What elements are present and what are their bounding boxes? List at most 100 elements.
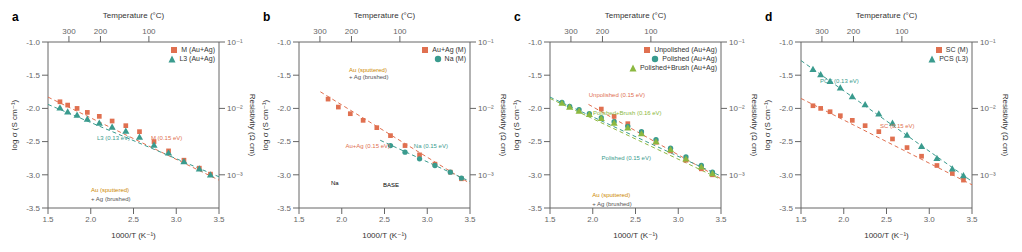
svg-text:-2.0: -2.0 [26, 104, 40, 113]
svg-text:Na: Na [331, 180, 339, 186]
svg-text:Au (sputtered): Au (sputtered) [349, 67, 387, 73]
svg-text:+ Ag (brushed): + Ag (brushed) [592, 201, 632, 207]
svg-text:2.5: 2.5 [128, 215, 140, 224]
svg-text:-1.5: -1.5 [528, 71, 542, 80]
svg-text:300: 300 [313, 27, 327, 36]
svg-text:Temperature (°C): Temperature (°C) [856, 11, 918, 20]
svg-text:-3.0: -3.0 [779, 171, 793, 180]
svg-text:10⁻³: 10⁻³ [980, 171, 996, 180]
svg-text:200: 200 [596, 27, 610, 36]
svg-text:M (0.15 eV): M (0.15 eV) [151, 135, 182, 141]
svg-text:Resistivity (Ω cm): Resistivity (Ω cm) [499, 94, 508, 157]
svg-text:-1.5: -1.5 [277, 71, 291, 80]
svg-text:log σ (S cm⁻¹): log σ (S cm⁻¹) [10, 99, 19, 150]
svg-text:-1.0: -1.0 [277, 38, 291, 47]
svg-text:-1.0: -1.0 [26, 38, 40, 47]
svg-text:PCS (0.13 eV): PCS (0.13 eV) [820, 78, 859, 84]
svg-text:3.5: 3.5 [464, 215, 476, 224]
svg-text:1.5: 1.5 [544, 215, 556, 224]
svg-text:Resistivity (Ω cm): Resistivity (Ω cm) [248, 94, 257, 157]
svg-text:2.5: 2.5 [881, 215, 893, 224]
svg-text:1.5: 1.5 [42, 215, 54, 224]
svg-text:100: 100 [142, 27, 156, 36]
svg-text:Resistivity (Ω cm): Resistivity (Ω cm) [750, 94, 759, 157]
svg-text:log σ (S cm⁻¹): log σ (S cm⁻¹) [512, 99, 521, 150]
svg-text:1000/T (K⁻¹): 1000/T (K⁻¹) [111, 231, 156, 240]
svg-text:Temperature (°C): Temperature (°C) [354, 11, 416, 20]
svg-text:BASE: BASE [383, 182, 399, 188]
svg-text:Unpolished (0.15 eV): Unpolished (0.15 eV) [589, 92, 645, 98]
svg-text:200: 200 [94, 27, 108, 36]
svg-text:-3.0: -3.0 [528, 171, 542, 180]
svg-text:300: 300 [815, 27, 829, 36]
svg-text:3.0: 3.0 [924, 215, 936, 224]
svg-text:Resistivity (Ω cm): Resistivity (Ω cm) [1001, 94, 1010, 157]
svg-text:2.0: 2.0 [336, 215, 348, 224]
svg-text:+ Ag (brushed): + Ag (brushed) [91, 196, 131, 202]
svg-text:-3.0: -3.0 [26, 171, 40, 180]
svg-text:2.0: 2.0 [587, 215, 599, 224]
svg-text:-3.5: -3.5 [26, 204, 40, 213]
svg-text:-3.5: -3.5 [779, 204, 793, 213]
svg-text:Au (sputtered): Au (sputtered) [592, 192, 630, 198]
svg-text:2.0: 2.0 [85, 215, 97, 224]
svg-text:3.0: 3.0 [673, 215, 685, 224]
svg-text:-2.5: -2.5 [277, 137, 291, 146]
svg-text:Au (sputtered): Au (sputtered) [91, 187, 129, 193]
svg-text:3.0: 3.0 [422, 215, 434, 224]
svg-text:10⁻¹: 10⁻¹ [980, 38, 996, 47]
svg-text:2.5: 2.5 [630, 215, 642, 224]
svg-text:Temperature (°C): Temperature (°C) [605, 11, 667, 20]
svg-text:-2.0: -2.0 [277, 104, 291, 113]
svg-text:-1.5: -1.5 [779, 71, 793, 80]
svg-text:-2.0: -2.0 [779, 104, 793, 113]
svg-text:SC (0.15 eV): SC (0.15 eV) [880, 123, 915, 129]
svg-text:Polished+Brush (0.16 eV): Polished+Brush (0.16 eV) [593, 110, 662, 116]
svg-text:3.0: 3.0 [171, 215, 183, 224]
svg-text:1000/T (K⁻¹): 1000/T (K⁻¹) [613, 231, 658, 240]
svg-text:10⁻²: 10⁻² [478, 104, 494, 113]
svg-text:200: 200 [345, 27, 359, 36]
svg-text:-3.5: -3.5 [277, 204, 291, 213]
svg-text:2.0: 2.0 [838, 215, 850, 224]
svg-text:3.5: 3.5 [213, 215, 225, 224]
svg-text:3.5: 3.5 [966, 215, 978, 224]
svg-text:10⁻¹: 10⁻¹ [227, 38, 243, 47]
svg-text:-3.0: -3.0 [277, 171, 291, 180]
svg-text:Na (0.15 eV): Na (0.15 eV) [414, 143, 448, 149]
svg-text:Au+Ag (0.15 eV): Au+Ag (0.15 eV) [345, 143, 390, 149]
svg-text:10⁻³: 10⁻³ [478, 171, 494, 180]
svg-text:1.5: 1.5 [795, 215, 807, 224]
svg-text:-1.0: -1.0 [779, 38, 793, 47]
svg-text:3.5: 3.5 [715, 215, 727, 224]
svg-text:100: 100 [644, 27, 658, 36]
svg-text:100: 100 [393, 27, 407, 36]
svg-text:1000/T (K⁻¹): 1000/T (K⁻¹) [864, 231, 909, 240]
svg-text:Polished (0.15 eV): Polished (0.15 eV) [602, 155, 651, 161]
svg-text:10⁻³: 10⁻³ [729, 171, 745, 180]
svg-text:-3.5: -3.5 [528, 204, 542, 213]
svg-text:2.5: 2.5 [379, 215, 391, 224]
svg-text:log σ (S cm⁻¹): log σ (S cm⁻¹) [261, 99, 270, 150]
svg-text:1.5: 1.5 [293, 215, 305, 224]
svg-text:-2.5: -2.5 [779, 137, 793, 146]
svg-text:10⁻¹: 10⁻¹ [478, 38, 494, 47]
svg-text:-2.0: -2.0 [528, 104, 542, 113]
svg-text:-2.5: -2.5 [528, 137, 542, 146]
svg-text:-2.5: -2.5 [26, 137, 40, 146]
svg-text:Temperature (°C): Temperature (°C) [103, 11, 165, 20]
svg-text:300: 300 [62, 27, 76, 36]
svg-text:log σ (S cm⁻¹): log σ (S cm⁻¹) [763, 99, 772, 150]
svg-text:+ Ag (brushed): + Ag (brushed) [349, 74, 389, 80]
svg-text:-1.5: -1.5 [26, 71, 40, 80]
svg-text:10⁻¹: 10⁻¹ [729, 38, 745, 47]
svg-text:1000/T (K⁻¹): 1000/T (K⁻¹) [362, 231, 407, 240]
svg-text:300: 300 [564, 27, 578, 36]
svg-text:10⁻²: 10⁻² [980, 104, 996, 113]
svg-text:10⁻²: 10⁻² [729, 104, 745, 113]
svg-text:-1.0: -1.0 [528, 38, 542, 47]
svg-text:200: 200 [847, 27, 861, 36]
svg-text:10⁻²: 10⁻² [227, 104, 243, 113]
svg-text:L3 (0.13 eV): L3 (0.13 eV) [97, 135, 130, 141]
svg-text:100: 100 [895, 27, 909, 36]
